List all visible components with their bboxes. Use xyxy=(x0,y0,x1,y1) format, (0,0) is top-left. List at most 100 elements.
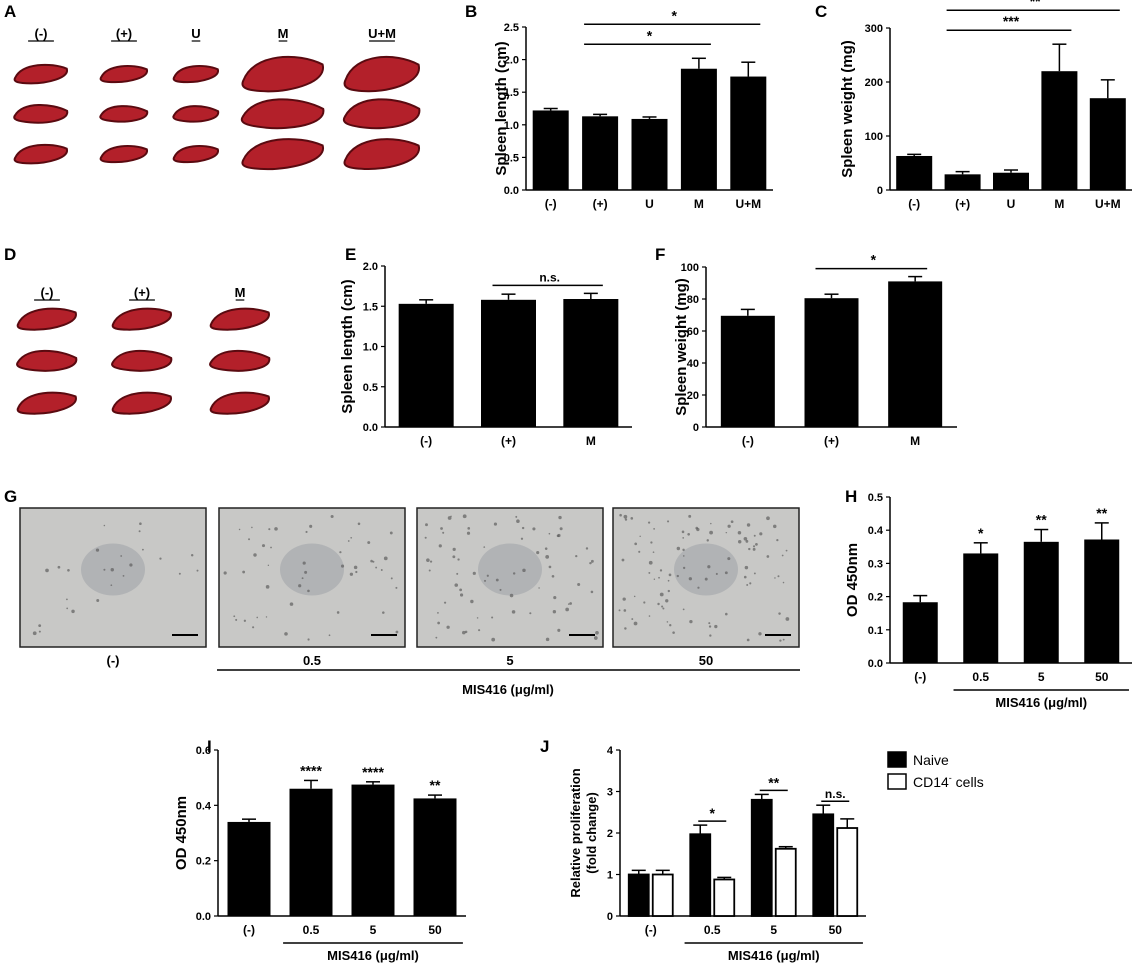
cell-dot xyxy=(251,526,253,529)
cell-dot xyxy=(452,555,456,559)
y-axis-label: Spleen length (cm) xyxy=(493,41,510,175)
cell-dot xyxy=(253,553,257,557)
bar xyxy=(680,68,717,190)
cell-dot xyxy=(235,618,238,621)
significance-mark: ** xyxy=(430,777,441,793)
significance-mark: * xyxy=(871,252,877,268)
cell-dot xyxy=(624,518,628,521)
cell-dot xyxy=(590,590,594,594)
group-label-d: (+) xyxy=(134,285,150,300)
cell-dot xyxy=(659,569,663,572)
cell-dot xyxy=(516,519,520,523)
x-tick-label: 50 xyxy=(829,923,843,937)
cell-dot xyxy=(301,577,304,580)
cell-dot xyxy=(328,634,331,637)
cell-dot xyxy=(349,572,354,576)
cell-dot xyxy=(336,611,340,614)
spleen-specimen xyxy=(172,64,219,84)
cell-dot xyxy=(545,554,550,559)
x-tick-label: (-) xyxy=(742,434,754,448)
x-tick-label: U xyxy=(1007,197,1016,211)
cell-dot xyxy=(648,615,651,617)
cell-dot xyxy=(681,530,685,534)
cell-dot xyxy=(305,530,308,534)
cell-dot xyxy=(484,579,487,582)
y-axis-label-line: Relative proliferation xyxy=(568,768,583,897)
spleen-specimen xyxy=(209,307,270,331)
spleen-specimen xyxy=(209,391,270,415)
cell-dot xyxy=(382,611,385,614)
panel-label-b: B xyxy=(465,2,477,21)
bar xyxy=(351,784,395,916)
y-tick-label: 0.2 xyxy=(868,592,883,604)
cell-dot xyxy=(307,589,310,593)
cell-dot xyxy=(71,609,75,614)
legend-label-cd14-name: CD14 xyxy=(913,774,949,790)
y-tick-label: 1.5 xyxy=(504,87,519,99)
y-tick-label: 0.0 xyxy=(363,422,378,434)
cell-dot xyxy=(575,554,578,558)
cell-dot xyxy=(621,558,625,562)
cell-dot xyxy=(178,572,181,575)
cell-dot xyxy=(725,612,728,616)
cell-dot xyxy=(752,547,756,551)
cell-dot xyxy=(665,599,669,603)
cell-dot xyxy=(638,550,641,553)
cell-dot xyxy=(493,522,498,526)
x-tick-label: (-) xyxy=(243,923,255,937)
legend-label-naive: Naive xyxy=(913,752,949,768)
cell-dot xyxy=(661,605,664,608)
cell-dot xyxy=(781,554,784,557)
cell-dot xyxy=(304,570,308,574)
y-tick-label: 100 xyxy=(865,131,883,143)
y-axis-label: Spleen length (cm) xyxy=(339,279,356,413)
panel-label-h: H xyxy=(845,487,857,506)
bar xyxy=(944,174,981,190)
cell-dot xyxy=(758,632,762,636)
cell-dot xyxy=(476,617,479,619)
x-tick-label: 0.5 xyxy=(704,923,721,937)
panel-label-d: D xyxy=(4,245,16,264)
cell-dot xyxy=(666,520,670,523)
spleen-specimen xyxy=(241,138,324,171)
y-axis-label: OD 450nm xyxy=(173,796,190,870)
cell-dot xyxy=(443,601,447,604)
cell-dot xyxy=(509,593,514,598)
chart-f: 0 20 40 60 80 100 Spleen weight (mg) (-) (+) M * xyxy=(673,252,957,448)
bar xyxy=(896,155,933,190)
cell-dot xyxy=(347,540,350,542)
bar xyxy=(993,172,1029,190)
y-tick-label: 1.0 xyxy=(504,120,519,132)
cell-dot xyxy=(472,571,476,575)
cell-dot xyxy=(709,530,713,535)
cell-dot xyxy=(532,527,536,531)
cell-dot xyxy=(452,547,456,551)
cell-dot xyxy=(738,540,742,544)
spleen-specimen xyxy=(343,138,420,171)
cell-dot xyxy=(425,523,428,527)
bar-cd14 xyxy=(651,873,674,917)
spleen-specimen xyxy=(240,98,325,130)
cell-dot xyxy=(103,524,106,527)
panel-label-i: I xyxy=(207,737,212,756)
x-tick-label: (-) xyxy=(645,923,657,937)
y-tick-label: 0.5 xyxy=(504,152,519,164)
y-tick-label: 1 xyxy=(607,870,613,882)
cell-dot xyxy=(778,612,781,615)
bar xyxy=(563,299,619,427)
x-tick-label: 5 xyxy=(1038,670,1045,684)
cell-dot xyxy=(672,631,675,634)
cell-dot xyxy=(746,638,750,642)
bar xyxy=(481,299,536,427)
cell-dot xyxy=(520,537,524,540)
y-tick-label: 1.0 xyxy=(363,342,378,354)
y-axis-label-line: (fold change) xyxy=(584,792,599,874)
group-label-d: (-) xyxy=(41,285,54,300)
cell-dot xyxy=(746,523,751,527)
spleen-specimen xyxy=(342,98,421,130)
cell-dot xyxy=(715,572,718,575)
cell-dot xyxy=(647,521,651,524)
cell-dot xyxy=(682,548,685,552)
spleen-specimen xyxy=(99,144,148,164)
